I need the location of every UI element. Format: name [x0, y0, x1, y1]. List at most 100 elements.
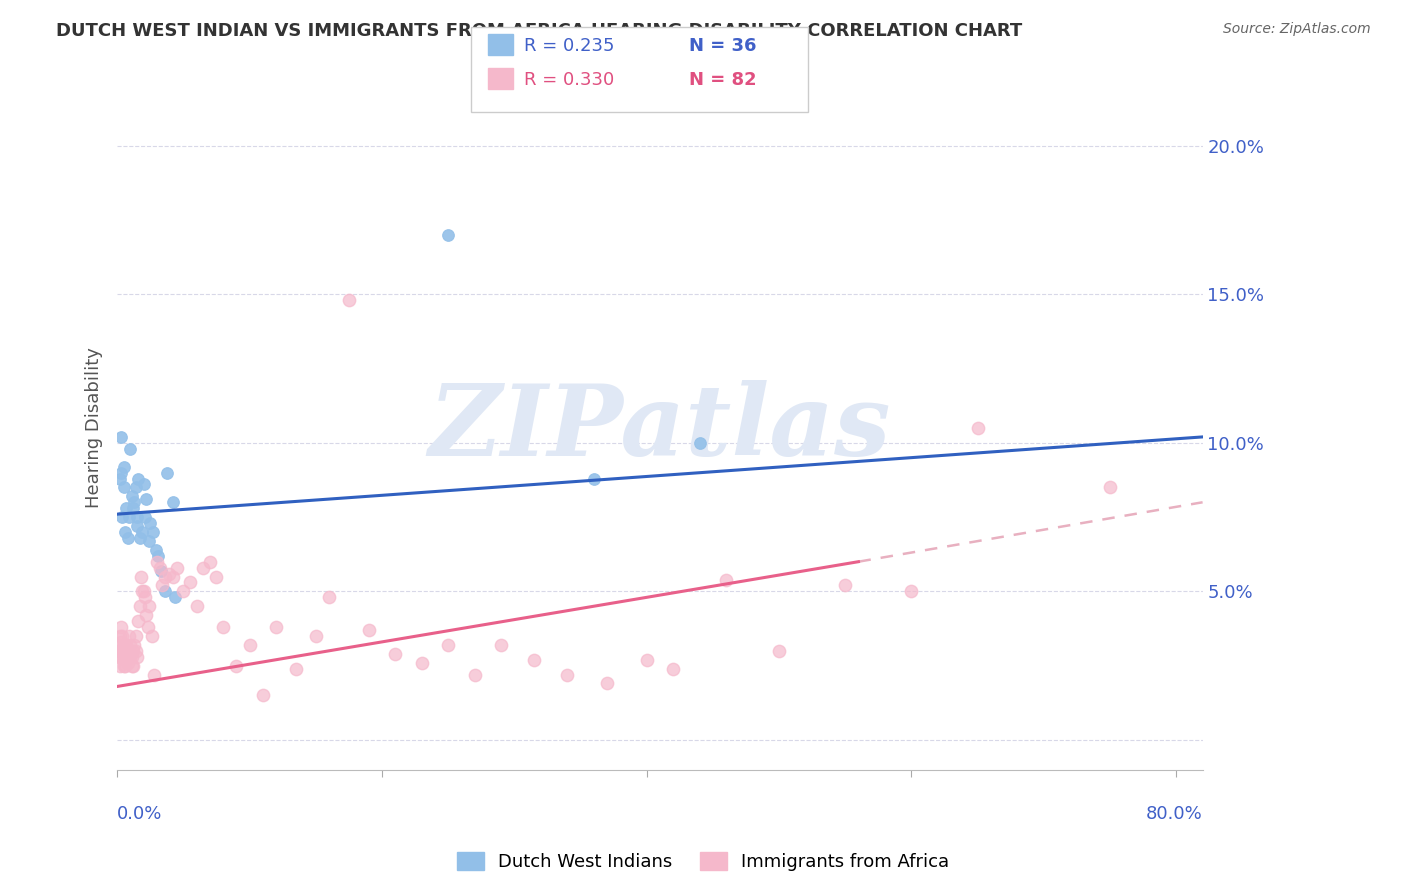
- Point: [134, 510, 156, 524]
- Point: [252, 689, 274, 703]
- Point: [134, 591, 156, 605]
- Point: [489, 638, 512, 652]
- Point: [225, 658, 247, 673]
- Point: [129, 569, 152, 583]
- Point: [107, 638, 129, 652]
- Point: [110, 635, 132, 649]
- Point: [153, 569, 176, 583]
- Point: [114, 644, 136, 658]
- Point: [128, 531, 150, 545]
- Point: [318, 591, 340, 605]
- Point: [148, 549, 170, 563]
- Point: [124, 495, 146, 509]
- Point: [205, 569, 228, 583]
- Point: [115, 501, 138, 516]
- Text: R = 0.330: R = 0.330: [524, 71, 614, 89]
- Point: [110, 466, 132, 480]
- Point: [121, 658, 143, 673]
- Point: [162, 569, 184, 583]
- Text: ZIPatlas: ZIPatlas: [429, 380, 891, 476]
- Point: [114, 658, 136, 673]
- Point: [596, 676, 619, 690]
- Point: [143, 667, 166, 681]
- Point: [523, 653, 546, 667]
- Point: [142, 524, 165, 539]
- Point: [172, 584, 194, 599]
- Point: [110, 430, 132, 444]
- Point: [120, 442, 142, 456]
- Point: [121, 649, 143, 664]
- Point: [118, 629, 141, 643]
- Point: [179, 575, 201, 590]
- Point: [125, 629, 148, 643]
- Point: [662, 662, 685, 676]
- Point: [157, 566, 180, 581]
- Point: [714, 573, 737, 587]
- Point: [112, 480, 135, 494]
- Text: DUTCH WEST INDIAN VS IMMIGRANTS FROM AFRICA HEARING DISABILITY CORRELATION CHART: DUTCH WEST INDIAN VS IMMIGRANTS FROM AFR…: [56, 22, 1022, 40]
- Point: [132, 477, 155, 491]
- Point: [555, 667, 578, 681]
- Point: [125, 649, 148, 664]
- Point: [162, 495, 184, 509]
- Point: [117, 656, 139, 670]
- Point: [149, 564, 172, 578]
- Text: 80.0%: 80.0%: [1146, 805, 1202, 823]
- Point: [114, 524, 136, 539]
- Point: [337, 293, 360, 308]
- Point: [135, 608, 157, 623]
- Point: [127, 471, 149, 485]
- Point: [124, 638, 146, 652]
- Point: [135, 492, 157, 507]
- Point: [110, 620, 132, 634]
- Point: [131, 584, 153, 599]
- Point: [120, 638, 142, 652]
- Point: [165, 591, 187, 605]
- Point: [122, 658, 145, 673]
- Point: [193, 560, 215, 574]
- Point: [966, 421, 988, 435]
- Point: [464, 667, 486, 681]
- Legend: Dutch West Indians, Immigrants from Africa: Dutch West Indians, Immigrants from Afri…: [450, 845, 956, 879]
- Point: [122, 644, 145, 658]
- Point: [411, 656, 433, 670]
- Point: [136, 620, 159, 634]
- Point: [110, 644, 132, 658]
- Point: [111, 649, 134, 664]
- Point: [305, 629, 328, 643]
- Point: [900, 584, 922, 599]
- Point: [212, 620, 235, 634]
- Point: [111, 644, 134, 658]
- Point: [138, 533, 160, 548]
- Text: Source: ZipAtlas.com: Source: ZipAtlas.com: [1223, 22, 1371, 37]
- Point: [284, 662, 307, 676]
- Point: [127, 614, 149, 628]
- Point: [834, 578, 856, 592]
- Point: [141, 629, 163, 643]
- Point: [111, 510, 134, 524]
- Point: [156, 466, 179, 480]
- Point: [108, 471, 131, 485]
- Point: [115, 638, 138, 652]
- Point: [582, 471, 605, 485]
- Point: [118, 510, 141, 524]
- Point: [112, 658, 135, 673]
- Text: R = 0.235: R = 0.235: [524, 37, 614, 55]
- Point: [150, 578, 173, 592]
- Point: [437, 227, 460, 242]
- Point: [108, 629, 131, 643]
- Text: N = 36: N = 36: [689, 37, 756, 55]
- Point: [146, 555, 169, 569]
- Point: [112, 459, 135, 474]
- Point: [1098, 480, 1121, 494]
- Point: [121, 489, 143, 503]
- Point: [122, 501, 145, 516]
- Point: [128, 599, 150, 614]
- Point: [111, 629, 134, 643]
- Point: [636, 653, 658, 667]
- Point: [107, 649, 129, 664]
- Point: [120, 649, 142, 664]
- Point: [132, 584, 155, 599]
- Text: N = 82: N = 82: [689, 71, 756, 89]
- Text: 0.0%: 0.0%: [117, 805, 163, 823]
